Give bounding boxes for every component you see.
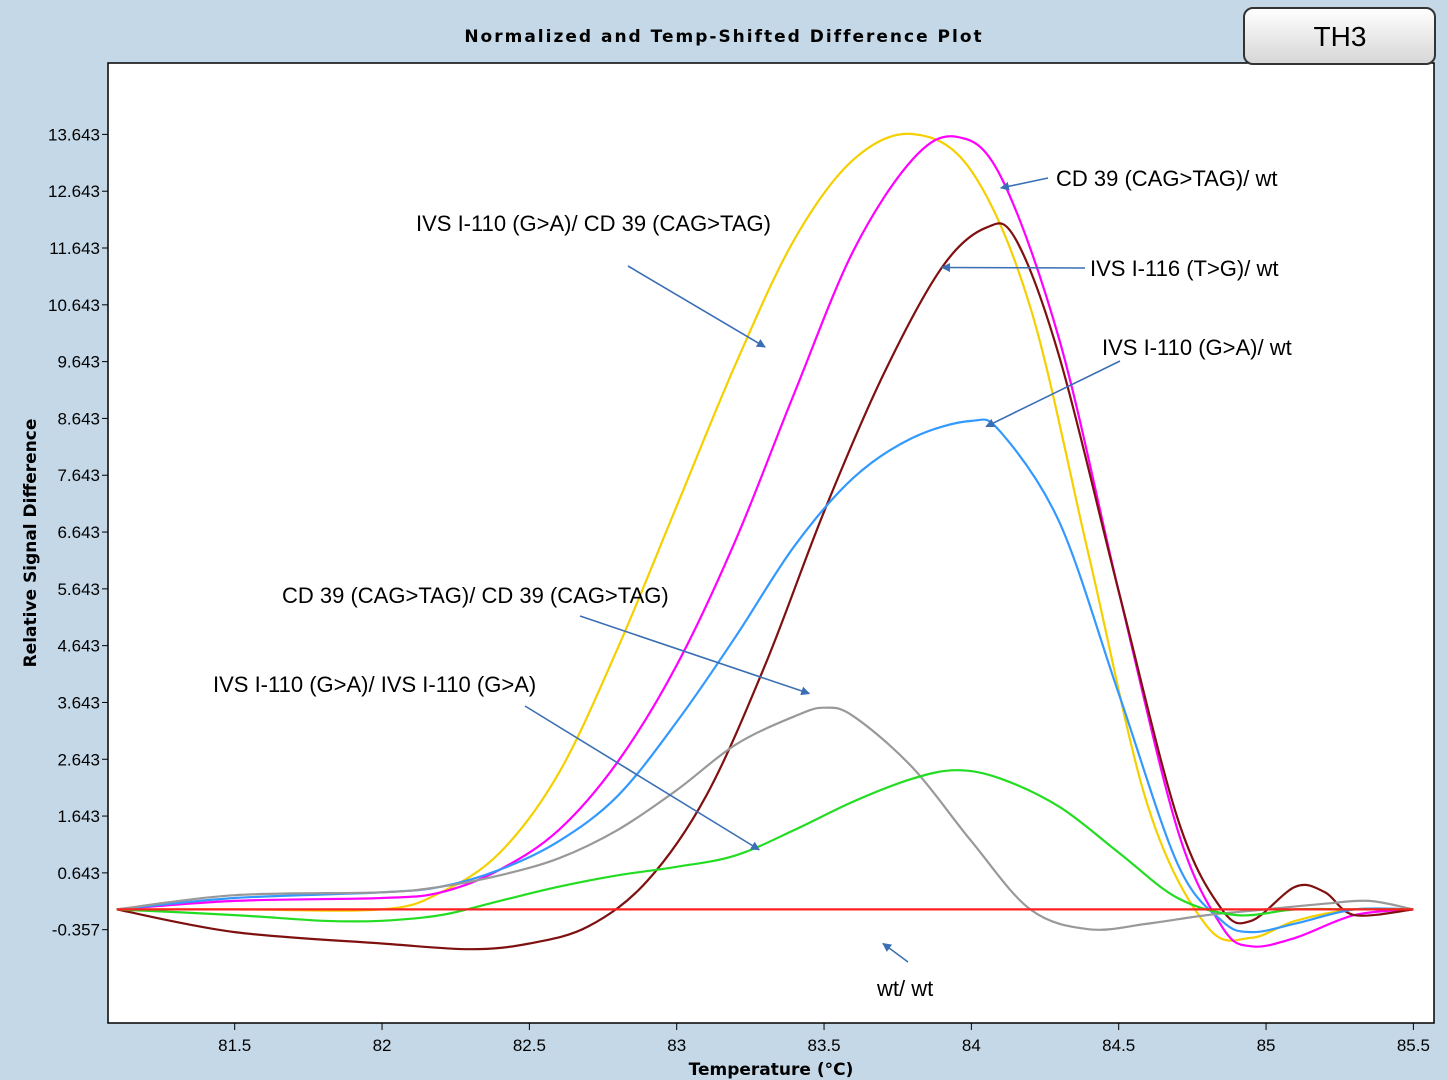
y-axis-label: Relative Signal Difference xyxy=(21,419,41,668)
series-line xyxy=(116,135,1414,948)
y-tick-label: 11.643 xyxy=(49,239,100,258)
annotation-arrow xyxy=(985,360,1121,428)
x-tick-label: 85 xyxy=(1257,1036,1276,1055)
y-tick-label: 10.643 xyxy=(48,296,100,315)
axis-ticks: -0.357 0.643 1.643 2.643 3.643 4.643 5.643 6.64… xyxy=(48,125,1430,1055)
y-tick-label: 7.643 xyxy=(57,466,100,485)
sample-badge: TH3 xyxy=(1243,7,1436,65)
annotation-label: IVS I-110 (G>A)/ IVS I-110 (G>A) xyxy=(213,672,536,697)
annotation-label: CD 39 (CAG>TAG)/ wt xyxy=(1056,166,1277,191)
x-tick-label: 81.5 xyxy=(218,1036,251,1055)
y-tick-label: -0.357 xyxy=(52,921,100,940)
y-tick-label: 1.643 xyxy=(57,807,100,826)
annotation-arrow xyxy=(524,705,760,851)
annotation-arrow xyxy=(627,265,766,348)
annotation-label: wt/ wt xyxy=(876,976,933,1001)
y-tick-label: 13.643 xyxy=(48,125,100,144)
annotations: CD 39 (CAG>TAG)/ wt IVS I-110 (G>A)/ CD … xyxy=(213,166,1292,1001)
y-tick-label: 5.643 xyxy=(57,580,100,599)
annotation-arrow xyxy=(999,177,1049,191)
y-tick-label: 8.643 xyxy=(57,409,100,428)
x-tick-label: 84 xyxy=(962,1036,981,1055)
series-line xyxy=(116,706,1414,931)
annotation-arrow xyxy=(579,615,811,696)
y-tick-label: 2.643 xyxy=(57,750,100,769)
plot-area xyxy=(107,62,1435,1024)
x-axis-label: Temperature (°C) xyxy=(689,1060,854,1080)
annotation-arrow xyxy=(941,263,1086,273)
y-tick-label: 12.643 xyxy=(48,182,100,201)
y-tick-label: 4.643 xyxy=(57,637,100,656)
y-tick-label: 9.643 xyxy=(57,353,100,372)
annotation-label: IVS I-110 (G>A)/ wt xyxy=(1102,335,1292,360)
y-tick-label: 6.643 xyxy=(57,523,100,542)
x-tick-label: 82.5 xyxy=(513,1036,546,1055)
series-line xyxy=(116,132,1414,942)
series-line xyxy=(116,769,1414,923)
x-tick-label: 83.5 xyxy=(807,1036,840,1055)
series-line xyxy=(116,222,1414,951)
chart-title: Normalized and Temp-Shifted Difference P… xyxy=(464,27,983,47)
annotation-label: CD 39 (CAG>TAG)/ CD 39 (CAG>TAG) xyxy=(282,583,669,608)
annotation-arrow xyxy=(882,942,909,963)
x-tick-label: 82 xyxy=(373,1036,392,1055)
annotation-label: IVS I-116 (T>G)/ wt xyxy=(1090,256,1278,281)
y-tick-label: 3.643 xyxy=(57,693,100,712)
badge-label: TH3 xyxy=(1314,21,1367,52)
x-tick-label: 85.5 xyxy=(1397,1036,1430,1055)
annotation-label: IVS I-110 (G>A)/ CD 39 (CAG>TAG) xyxy=(416,211,771,236)
series-lines xyxy=(116,132,1414,951)
x-tick-label: 84.5 xyxy=(1102,1036,1135,1055)
x-tick-label: 83 xyxy=(667,1036,686,1055)
y-tick-label: 0.643 xyxy=(57,864,100,883)
